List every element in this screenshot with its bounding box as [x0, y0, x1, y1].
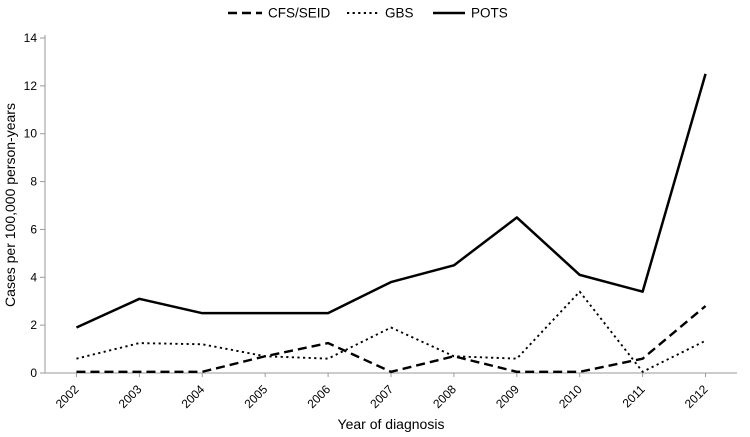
- y-tick-label: 14: [24, 31, 38, 45]
- series-line-pots: [75, 73, 707, 329]
- legend-label-pots: POTS: [471, 6, 508, 21]
- x-tick-label: 2012: [682, 382, 711, 411]
- x-axis-title: Year of diagnosis: [338, 416, 445, 432]
- x-tick-label: 2010: [556, 382, 585, 411]
- x-tick-label: 2009: [493, 382, 522, 411]
- series-line-gbs: [76, 290, 706, 373]
- y-axis-title: Cases per 100,000 person-years: [2, 103, 18, 307]
- chart-legend: CFS/SEID GBS POTS: [228, 6, 508, 21]
- y-tick-label: 12: [24, 79, 38, 93]
- x-tick-label: 2002: [53, 382, 82, 411]
- x-tick-label: 2011: [620, 382, 648, 410]
- x-tick-label: 2008: [430, 382, 459, 411]
- x-tick-label: 2006: [304, 382, 333, 411]
- y-tick-label: 8: [30, 175, 37, 189]
- y-tick-label: 6: [30, 222, 37, 236]
- x-tick-label: 2005: [242, 382, 271, 411]
- y-tick-label: 0: [30, 366, 37, 380]
- y-tick-label: 10: [24, 127, 38, 141]
- x-tick-label: 2007: [367, 382, 396, 411]
- x-tick-label: 2003: [116, 382, 145, 411]
- y-tick-label: 4: [30, 270, 37, 284]
- x-tick-label: 2004: [179, 382, 208, 411]
- plot-area: 0 2 4 6 8 10 12 14 2002 2003 2004 2005 2006 2007 2008 2…: [24, 31, 737, 411]
- legend-label-cfs-seid: CFS/SEID: [268, 6, 331, 21]
- legend-label-gbs: GBS: [385, 6, 414, 21]
- series-line-cfs-seid: [76, 305, 707, 374]
- y-tick-label: 2: [30, 318, 37, 332]
